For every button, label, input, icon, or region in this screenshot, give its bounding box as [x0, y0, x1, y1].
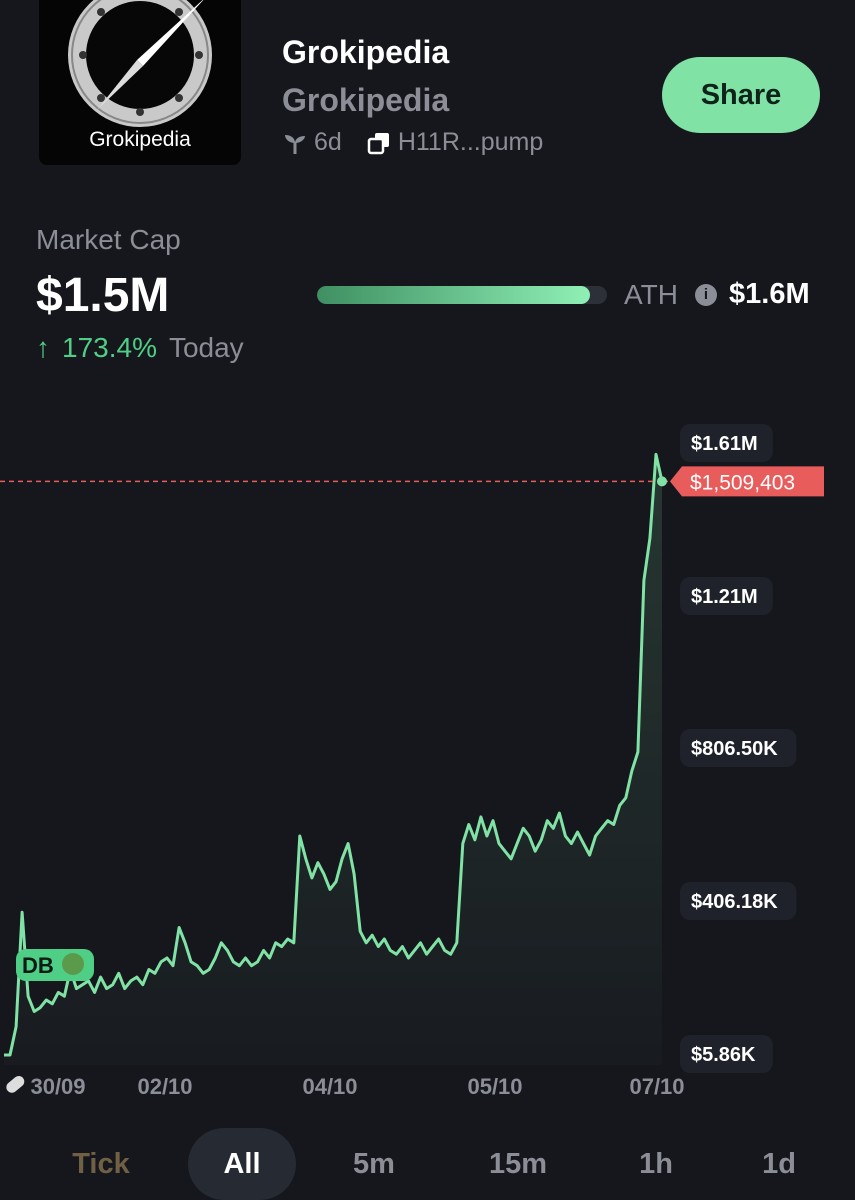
price-axis-pill [680, 729, 797, 767]
ath-label: ATH [624, 279, 678, 310]
change-percent: 173.4% [62, 332, 157, 363]
chart-area-fill [4, 454, 662, 1065]
price-axis-label: $1.61M [691, 433, 758, 455]
current-price-tag [670, 466, 824, 497]
timeframe-tick[interactable]: Tick [72, 1147, 130, 1180]
timeframe-selector: Tick All 5m 15m 1h 1d [0, 1128, 855, 1200]
logo-label: Grokipedia [89, 128, 191, 151]
ath-progress-fill [317, 286, 590, 304]
price-axis-label: $1.21M [691, 586, 758, 608]
market-cap-label: Market Cap [36, 224, 181, 255]
pill-icon [6, 1075, 25, 1093]
time-axis-label: 05/10 [467, 1074, 522, 1099]
timeframe-all[interactable]: All [188, 1128, 296, 1200]
ath-value: $1.6M [729, 278, 810, 310]
price-axis-pill [680, 1035, 773, 1073]
price-axis-pill [680, 882, 797, 920]
price-axis-pill [680, 577, 773, 615]
price-axis-label: $806.50K [691, 738, 778, 760]
share-button[interactable]: Share [662, 57, 820, 133]
timeframe-1h[interactable]: 1h [639, 1147, 673, 1180]
sprout-icon [285, 134, 305, 154]
timeframe-1d[interactable]: 1d [762, 1147, 796, 1180]
copy-icon[interactable] [366, 130, 392, 156]
token-meta: 6d H11R...pump [282, 128, 543, 157]
frog-avatar-icon [62, 953, 84, 975]
price-axis-label: $5.86K [691, 1044, 756, 1066]
token-logo: Grokipedia [39, 0, 241, 165]
contract-address[interactable]: H11R...pump [397, 128, 544, 156]
market-cap-change: ↑ 173.4% Today [36, 332, 244, 364]
info-icon[interactable]: i [695, 284, 717, 306]
price-chart[interactable]: $1,509,403 $1.61M $1.21M $806.50K $406.18K $… [0, 400, 855, 1110]
token-name: Grokipedia [282, 34, 450, 70]
current-price-label: $1,509,403 [690, 471, 795, 494]
timeframe-15m[interactable]: 15m [488, 1147, 548, 1180]
price-axis-pill [680, 424, 773, 462]
arrow-up-icon: ↑ [36, 332, 50, 363]
chart-series-line [4, 452, 664, 1057]
timeframe-5m[interactable]: 5m [353, 1147, 395, 1180]
time-axis-label: 07/10 [629, 1074, 684, 1099]
current-price-dot [657, 476, 667, 487]
dev-buy-marker-label: DB [22, 953, 54, 978]
price-axis-label: $406.18K [691, 891, 778, 913]
ath-progress-bar [317, 286, 607, 304]
time-axis-label: 30/09 [30, 1074, 85, 1099]
time-axis-label: 04/10 [302, 1074, 357, 1099]
token-age: 6d [314, 128, 342, 156]
token-ticker: Grokipedia [282, 82, 450, 118]
time-axis-label: 02/10 [137, 1074, 192, 1099]
change-period: Today [168, 332, 244, 363]
clock-logo-icon [68, 0, 212, 127]
market-cap-value: $1.5M [36, 269, 170, 322]
